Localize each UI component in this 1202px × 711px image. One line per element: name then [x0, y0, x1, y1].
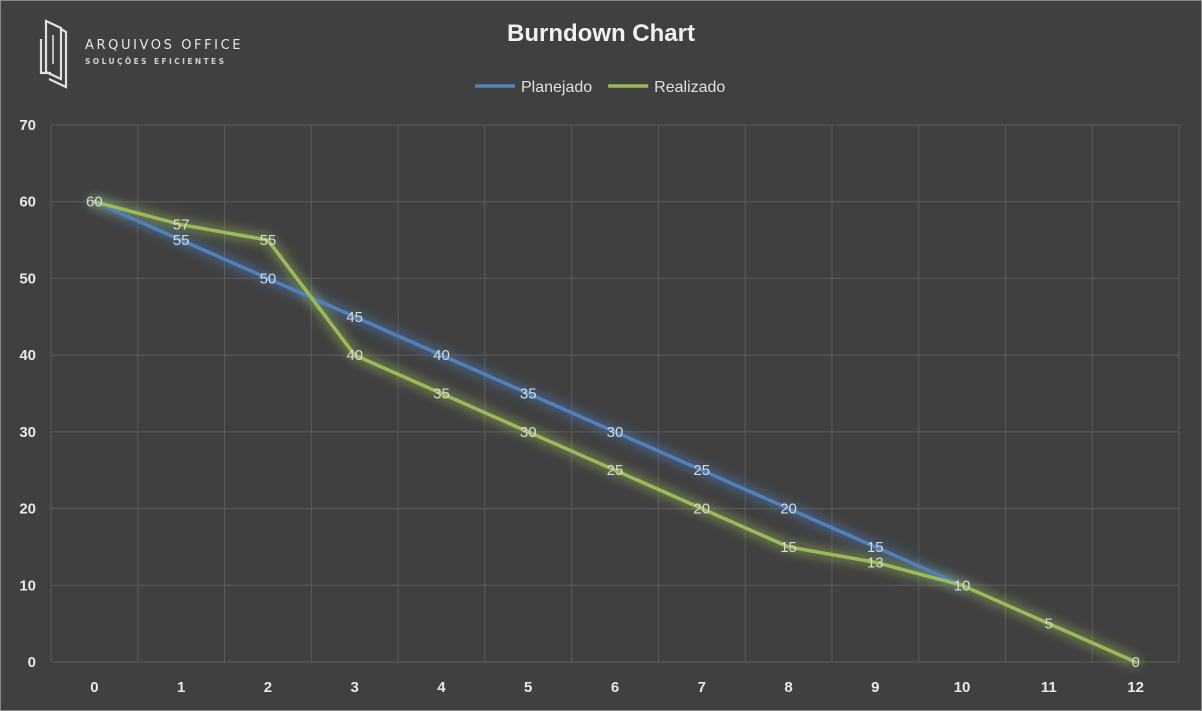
logo-name: ARQUIVOS OFFICE: [85, 38, 244, 53]
x-tick-label: 11: [1041, 679, 1057, 696]
logo: ARQUIVOS OFFICE SOLUÇÕES EFICIENTES: [35, 17, 275, 91]
data-label: 13: [867, 554, 884, 571]
y-tick-label: 10: [19, 577, 36, 594]
data-label: 15: [867, 539, 884, 556]
data-label: 20: [780, 501, 797, 518]
x-tick-label: 9: [871, 679, 879, 696]
chart-title: Burndown Chart: [507, 20, 695, 47]
data-label: 40: [346, 347, 363, 364]
data-label: 10: [954, 577, 971, 594]
x-tick-label: 4: [437, 679, 446, 696]
y-tick-label: 70: [19, 117, 36, 134]
data-label: 25: [607, 462, 624, 479]
y-tick-label: 30: [19, 424, 36, 441]
data-label: 5: [1045, 616, 1053, 633]
y-tick-label: 60: [19, 194, 36, 211]
y-tick-label: 50: [19, 270, 36, 287]
x-tick-label: 10: [954, 679, 971, 696]
x-tick-label: 5: [524, 679, 532, 696]
grid: [50, 124, 1180, 663]
data-label: 45: [346, 309, 363, 326]
y-tick-label: 0: [28, 654, 36, 671]
document-folder-icon: [39, 19, 68, 89]
x-tick-label: 2: [264, 679, 272, 696]
x-tick-label: 7: [698, 679, 706, 696]
data-label: 60: [86, 194, 103, 211]
logo-tagline: SOLUÇÕES EFICIENTES: [85, 57, 227, 66]
data-label: 57: [173, 217, 190, 234]
x-tick-label: 0: [90, 679, 98, 696]
series: [88, 196, 1142, 668]
data-label: 50: [260, 270, 277, 287]
x-tick-label: 12: [1127, 679, 1144, 696]
x-tick-label: 3: [351, 679, 359, 696]
data-labels: 6055504540353025201510575540353025201513…: [86, 194, 1140, 671]
x-tick-label: 8: [784, 679, 792, 696]
y-tick-label: 40: [19, 347, 36, 364]
series-line-planejado: [92, 199, 964, 588]
data-label: 30: [520, 424, 537, 441]
data-label: 0: [1131, 654, 1139, 671]
data-label: 25: [693, 462, 710, 479]
data-label: 35: [433, 386, 450, 403]
legend-label: Planejado: [521, 79, 592, 96]
data-label: 15: [780, 539, 797, 556]
y-tick-label: 20: [19, 501, 36, 518]
legend: Planejado Realizado: [475, 79, 725, 96]
x-tick-label: 1: [177, 679, 185, 696]
data-label: 20: [693, 501, 710, 518]
data-label: 40: [433, 347, 450, 364]
data-label: 35: [520, 386, 537, 403]
data-label: 30: [607, 424, 624, 441]
data-label: 55: [173, 232, 190, 249]
data-label: 55: [260, 232, 277, 249]
x-tick-label: 6: [611, 679, 619, 696]
legend-label: Realizado: [654, 79, 725, 96]
series-line-realizado: [92, 199, 1138, 664]
